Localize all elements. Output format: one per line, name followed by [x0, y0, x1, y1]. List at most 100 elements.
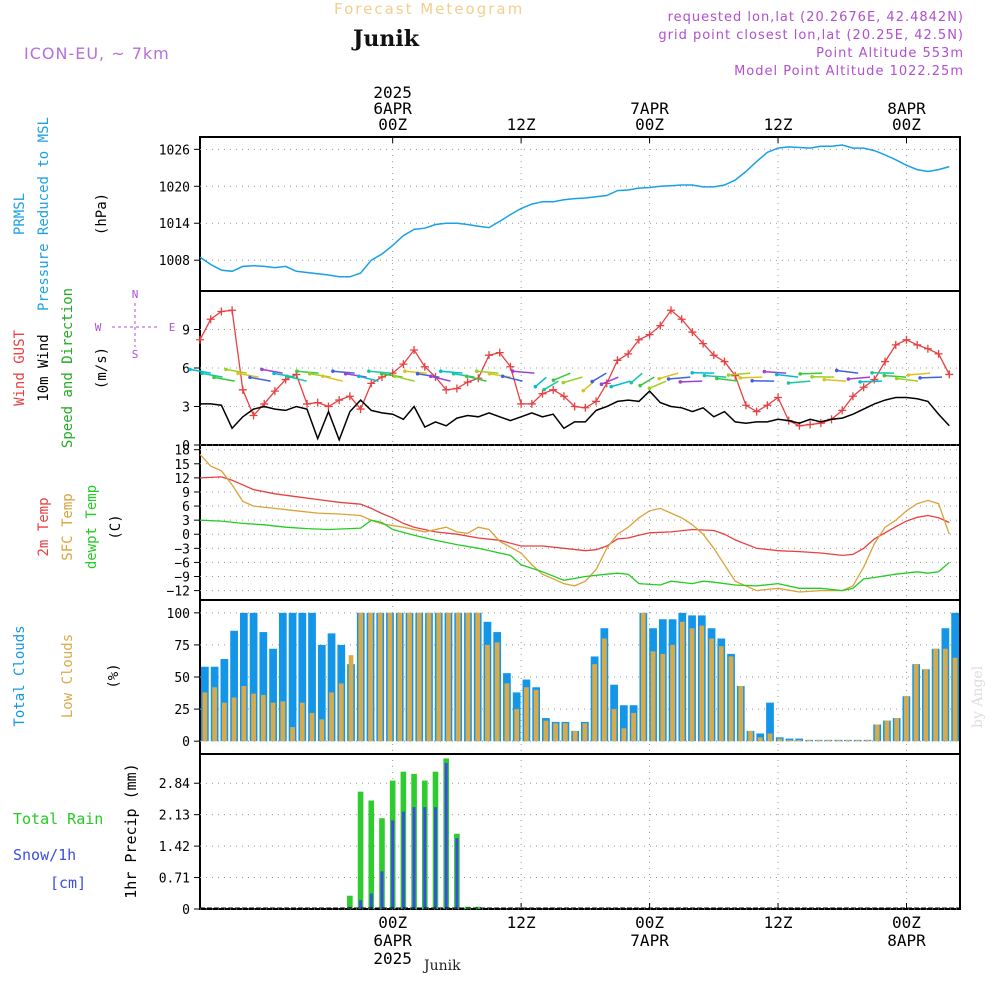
pressure-axis-label: (hPa)	[94, 193, 110, 235]
wind-direction-arrow	[776, 373, 799, 378]
low-cloud-bar	[679, 621, 685, 742]
low-cloud-bar	[455, 612, 461, 742]
wind-direction-arrow	[800, 372, 823, 375]
wind-direction-arrow	[273, 372, 295, 378]
wind-arrow-head	[738, 376, 743, 380]
gust-point-marker	[634, 335, 643, 344]
wind-arrow-head	[750, 378, 754, 383]
low-cloud-bar	[787, 739, 792, 742]
snow-bar	[412, 807, 416, 909]
wind-arrow-head	[702, 373, 707, 378]
wind-direction-arrow	[764, 370, 787, 374]
wind-arrow-head	[487, 371, 492, 376]
low-cloud-bar	[933, 648, 939, 742]
wind-direction-arrow	[189, 368, 211, 374]
low-cloud-bar	[894, 718, 900, 742]
gust-point-marker	[774, 393, 783, 402]
gust-point-marker	[763, 401, 772, 410]
bottom-time-label: 00Z	[892, 913, 921, 932]
wind-direction-arrow	[543, 380, 559, 391]
low-cloud-bar	[260, 694, 266, 742]
meteogram-title: Forecast Meteogram	[334, 0, 525, 18]
temp-tick-label: 0	[182, 528, 190, 543]
snow-bar	[359, 900, 363, 909]
wind-direction-arrow	[368, 370, 391, 374]
precip-axis-label: 1hr Precip (mm)	[122, 763, 140, 898]
panel-frame-p	[199, 136, 961, 292]
wind-direction-arrow	[512, 370, 535, 374]
wind-direction-arrow	[920, 376, 943, 379]
compass-south: S	[132, 348, 139, 361]
clouds-axis-label: Low Clouds	[60, 634, 76, 718]
wind-direction-arrow	[404, 370, 427, 374]
temp-tick-label: −6	[174, 556, 190, 571]
wind-arrow-head	[260, 367, 264, 372]
low-cloud-bar	[718, 646, 724, 742]
low-cloud-bar	[368, 612, 373, 742]
wind-arrow-head	[599, 382, 604, 387]
wind-direction-arrow	[716, 377, 739, 382]
pressure-tick-label: 1026	[159, 143, 190, 158]
precip-tick-label: 1.42	[159, 840, 190, 855]
wind-direction-arrow	[237, 372, 259, 378]
total-cloud-bar	[239, 612, 248, 742]
low-cloud-bar	[748, 730, 753, 742]
wind-direction-arrow	[225, 368, 247, 374]
clouds-tick-label: 25	[174, 703, 190, 718]
info-line-requested: requested lon,lat (20.2676E, 42.4842N)	[667, 10, 964, 25]
gust-point-marker	[517, 399, 526, 408]
gust-point-marker	[848, 392, 857, 401]
top-time-label: 6APR	[373, 99, 412, 118]
snow-bar	[455, 838, 459, 909]
top-time-label: 12Z	[764, 115, 793, 134]
gust-point-marker	[420, 362, 429, 371]
gust-point-marker	[549, 385, 558, 394]
wind-direction-arrow	[249, 376, 271, 382]
temp-tick-label: 15	[174, 458, 190, 473]
wind-arrow-head	[428, 374, 433, 379]
low-cloud-bar	[563, 723, 568, 742]
low-cloud-bar	[446, 612, 451, 742]
wind-axis-label: Wind GUST	[12, 330, 28, 406]
gust-point-marker	[741, 401, 750, 410]
gust-point-marker	[410, 346, 419, 355]
wind-direction-arrow	[824, 378, 847, 382]
total-cloud-bar	[327, 633, 336, 742]
info-line-gridpoint: grid point closest lon,lat (20.25E, 42.5…	[658, 28, 964, 43]
low-cloud-bar	[826, 739, 831, 742]
gust-point-marker	[645, 330, 654, 339]
precip-tick-label: 0	[182, 903, 190, 918]
wind-arrow-head	[846, 377, 851, 381]
total-cloud-bar	[795, 738, 804, 742]
gust-point-marker	[752, 407, 761, 416]
low-cloud-bar	[553, 723, 559, 742]
low-cloud-bar	[582, 723, 588, 742]
low-cloud-bar	[416, 612, 422, 742]
low-cloud-bar	[865, 739, 870, 742]
wind-direction-arrow	[591, 372, 607, 383]
top-time-label: 12Z	[507, 115, 536, 134]
gust-point-marker	[324, 402, 333, 411]
wind-arrow-head	[285, 374, 289, 379]
bottom-time-label: 12Z	[764, 913, 793, 932]
gust-point-marker	[934, 349, 943, 358]
low-cloud-bar	[631, 712, 636, 742]
gust-point-marker	[442, 385, 451, 394]
gust-point-marker	[859, 383, 868, 392]
wind-direction-arrow	[740, 376, 763, 379]
gust-point-marker	[923, 344, 932, 353]
clouds-tick-label: 0	[182, 735, 190, 750]
wind-direction-arrow	[309, 372, 331, 378]
wind-arrow-head	[367, 369, 371, 374]
low-cloud-bar	[426, 612, 432, 742]
wind-axis-label: Speed and Direction	[60, 288, 76, 448]
clouds-axis-label-text: (%)	[106, 663, 122, 688]
total-cloud-bar	[785, 738, 794, 742]
low-cloud-bar	[767, 733, 773, 742]
temp-axis-label-text: SFC Temp	[60, 493, 76, 560]
gust-point-marker	[666, 306, 675, 315]
low-cloud-bar	[855, 739, 861, 742]
wind-direction-arrow	[649, 380, 667, 389]
top-time-label: 2025	[373, 83, 412, 102]
wind-direction-arrow	[453, 372, 475, 378]
